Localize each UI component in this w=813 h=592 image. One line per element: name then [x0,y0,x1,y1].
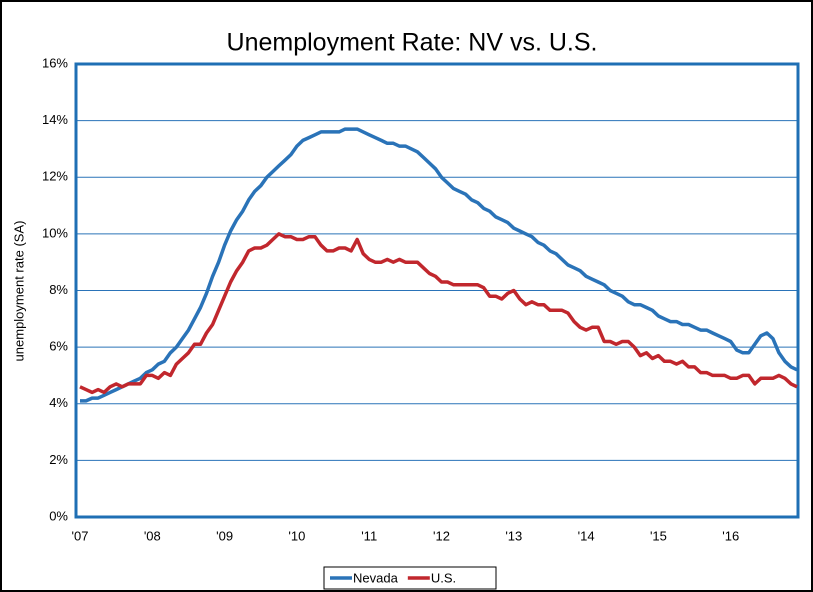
x-tick-label: '08 [144,528,161,543]
legend-label: U.S. [431,570,456,585]
x-tick-label: '12 [433,528,450,543]
x-tick-label: '07 [72,528,89,543]
plot-border [74,62,800,519]
x-tick-label: '11 [361,528,377,543]
y-tick-label: 4% [49,395,68,410]
y-tick-label: 8% [49,282,68,297]
y-tick-label: 0% [49,508,68,523]
chart-title: Unemployment Rate: NV vs. U.S. [227,29,598,57]
y-tick-label: 6% [49,339,68,354]
x-tick-label: '16 [722,528,739,543]
line-series [80,127,798,403]
x-tick-label: '09 [216,528,233,543]
y-tick-label: 14% [42,112,68,127]
x-tick-label: '13 [505,528,522,543]
x-tick-label: '14 [578,528,595,543]
y-tick-label: 10% [42,225,68,240]
y-tick-label: 16% [42,55,68,70]
x-tick-label: '15 [650,528,667,543]
line-series [79,232,798,395]
x-tick-label: '10 [288,528,305,543]
legend-label: Nevada [353,570,399,585]
y-tick-label: 12% [42,169,68,184]
y-tick-label: 2% [49,452,68,467]
y-axis-label: unemployment rate (SA) [11,221,26,362]
